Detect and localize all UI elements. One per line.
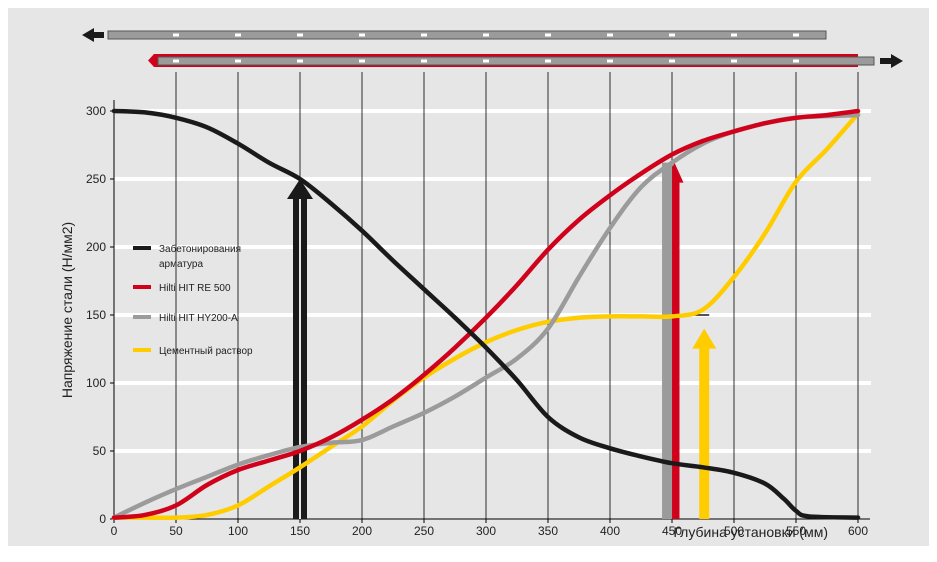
- y-tick-label: 50: [93, 444, 107, 458]
- legend-label: Hilti HIT HY200-A: [159, 313, 238, 324]
- chart-background: [8, 8, 929, 546]
- x-tick-label: 500: [724, 524, 744, 538]
- annotations: [287, 162, 717, 519]
- legend-label: Цементный раствор: [159, 346, 253, 357]
- y-tick-label: 0: [99, 512, 106, 526]
- series-line-3: [111, 111, 861, 521]
- rod-mark-bottom: [235, 59, 241, 63]
- x-ticks: 0 50 100 150 200 250 300 350 400 450 500 550 600: [111, 519, 868, 538]
- rod-mark-top: [297, 33, 303, 37]
- annotation-bar: [662, 162, 673, 519]
- series-lines: [111, 108, 861, 521]
- x-tick-label: 400: [600, 524, 620, 538]
- arrow-right-icon: [880, 54, 903, 68]
- y-tick-label: 100: [86, 376, 106, 390]
- grid-band-250: [114, 177, 871, 181]
- rod-mark-bottom: [297, 59, 303, 63]
- x-tick-label: 150: [290, 524, 310, 538]
- rod-mark-top: [235, 33, 241, 37]
- rod-mark-bottom: [545, 59, 551, 63]
- y-tick-label: 150: [86, 308, 106, 322]
- rod-mark-bottom: [173, 59, 179, 63]
- grid-band-200: [114, 245, 871, 249]
- x-tick-label: 50: [169, 524, 183, 538]
- rod-mark-bottom: [421, 59, 427, 63]
- rod-mark-bottom: [607, 59, 613, 63]
- grid-band-150: [114, 313, 871, 317]
- x-tick-label: 550: [786, 524, 806, 538]
- rod-mark-top: [421, 33, 427, 37]
- grid-bands: [114, 109, 871, 453]
- rod-mark-top: [359, 33, 365, 37]
- axes: [113, 100, 870, 520]
- x-tick-label: 450: [662, 524, 682, 538]
- annotation-arrow: [692, 328, 717, 519]
- grid-vertical-lines: [175, 72, 859, 519]
- series-line-1: [111, 108, 861, 520]
- anchor-schematic: [82, 28, 903, 68]
- rod-mark-bottom: [359, 59, 365, 63]
- lower-rod: [157, 56, 875, 66]
- legend: Забетонирования арматура Hilti HIT RE 500 H…: [133, 243, 253, 357]
- x-tick-label: 300: [476, 524, 496, 538]
- rod-mark-top: [793, 33, 799, 37]
- rod-mark-bottom: [669, 59, 675, 63]
- upper-rod: [107, 30, 827, 40]
- rod-mark-top: [173, 33, 179, 37]
- y-ticks: 0 50 100 150 200 250 300: [86, 104, 114, 526]
- rod-mark-top: [483, 33, 489, 37]
- rod-mark-top: [607, 33, 613, 37]
- x-tick-label: 350: [538, 524, 558, 538]
- arrow-left-icon: [82, 28, 104, 42]
- rod-mark-top: [669, 33, 675, 37]
- rod-mark-top: [545, 33, 551, 37]
- x-tick-label: 100: [228, 524, 248, 538]
- grid-band-300: [114, 109, 871, 113]
- grid-band-100: [114, 381, 871, 385]
- x-tick-label: 600: [848, 524, 868, 538]
- rod-mark-bottom: [731, 59, 737, 63]
- series-line-0: [111, 108, 861, 520]
- y-tick-label: 250: [86, 172, 106, 186]
- x-tick-label: 250: [414, 524, 434, 538]
- y-axis-label: Напряжение стали (Н/мм2): [59, 222, 75, 398]
- x-tick-label: 200: [352, 524, 372, 538]
- x-axis-label: Глубина установки (мм): [673, 524, 828, 540]
- rod-mark-top: [731, 33, 737, 37]
- grid-band-50: [114, 449, 871, 453]
- x-tick-label: 0: [111, 524, 118, 538]
- legend-label: Забетонирования арматура: [159, 243, 241, 270]
- rod-mark-bottom: [483, 59, 489, 63]
- y-tick-label: 200: [86, 240, 106, 254]
- legend-label: Hilti HIT RE 500: [159, 283, 231, 294]
- rod-mark-bottom: [793, 59, 799, 63]
- y-tick-label: 300: [86, 104, 106, 118]
